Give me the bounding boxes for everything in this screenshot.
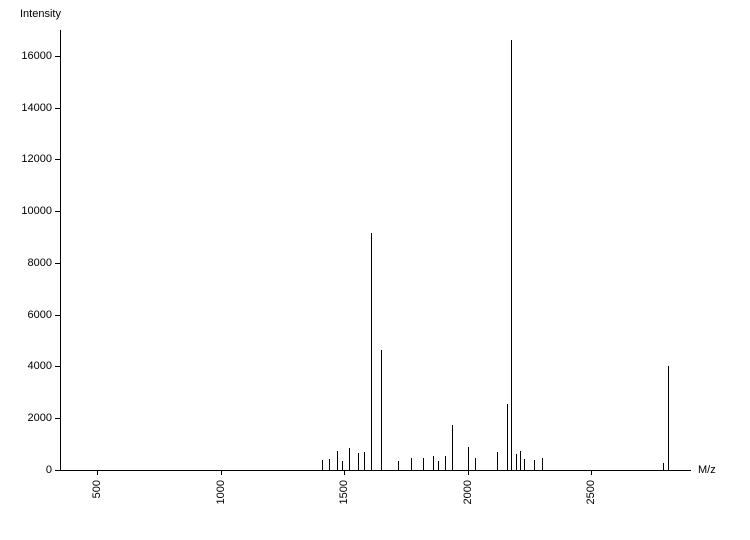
spectrum-peak	[423, 458, 424, 470]
spectrum-peak	[497, 452, 498, 470]
spectrum-peak	[349, 448, 350, 470]
spectrum-peak	[452, 425, 453, 470]
spectrum-peak	[516, 454, 517, 470]
spectrum-peak	[364, 452, 365, 470]
spectrum-peak	[524, 459, 525, 470]
spectrum-peak	[371, 233, 372, 470]
spectrum-peak	[475, 458, 476, 470]
spectrum-peak	[337, 451, 338, 470]
spectrum-peak	[511, 40, 512, 470]
spectrum-peak	[445, 456, 446, 470]
spectrum-peak	[358, 453, 359, 470]
spectrum-peak	[342, 461, 343, 470]
spectrum-peak	[398, 461, 399, 470]
spectrum-peak	[507, 404, 508, 470]
spectrum-peak	[468, 447, 469, 470]
spectrum-peak	[329, 459, 330, 470]
spectrum-peak	[542, 458, 543, 470]
spectrum-peak	[411, 458, 412, 470]
spectrum-peak	[663, 463, 664, 470]
peaks-container	[0, 0, 750, 540]
spectrum-peak	[322, 460, 323, 470]
spectrum-peak	[381, 350, 382, 470]
spectrum-peak	[520, 451, 521, 470]
spectrum-peak	[438, 461, 439, 470]
spectrum-peak	[433, 456, 434, 470]
spectrum-peak	[534, 460, 535, 470]
mass-spectrum-chart: 0200040006000800010000120001400016000 50…	[0, 0, 750, 540]
spectrum-peak	[668, 366, 669, 470]
